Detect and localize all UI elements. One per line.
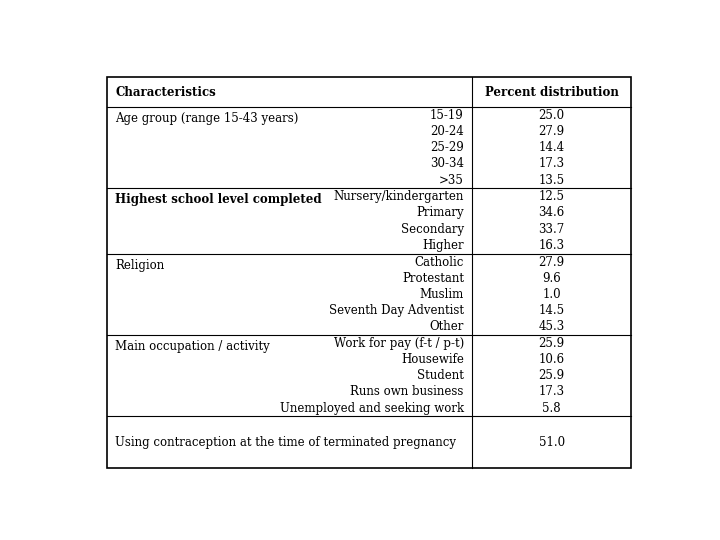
Text: 25.9: 25.9 [539,369,564,382]
Text: Secondary: Secondary [401,223,464,236]
Text: Main occupation / activity: Main occupation / activity [115,340,270,353]
Text: 5.8: 5.8 [542,402,561,415]
Text: 16.3: 16.3 [539,239,564,252]
Text: 20-24: 20-24 [430,125,464,138]
Text: 9.6: 9.6 [542,272,561,285]
Text: 10.6: 10.6 [539,353,564,366]
Text: 34.6: 34.6 [539,206,565,219]
Text: 45.3: 45.3 [539,320,565,334]
Text: Muslim: Muslim [420,288,464,301]
Text: Work for pay (f-t / p-t): Work for pay (f-t / p-t) [333,336,464,350]
Text: 14.5: 14.5 [539,304,564,317]
Text: 1.0: 1.0 [542,288,561,301]
Text: 30-34: 30-34 [430,158,464,171]
Text: Protestant: Protestant [402,272,464,285]
Text: Religion: Religion [115,259,164,272]
Text: Using contraception at the time of terminated pregnancy: Using contraception at the time of termi… [115,436,456,449]
Text: 15-19: 15-19 [430,109,464,122]
Text: 33.7: 33.7 [539,223,565,236]
Text: 27.9: 27.9 [539,125,564,138]
Text: 25.0: 25.0 [539,109,564,122]
Text: Primary: Primary [416,206,464,219]
Text: 27.9: 27.9 [539,255,564,268]
Text: Percent distribution: Percent distribution [485,86,618,99]
Text: 17.3: 17.3 [539,386,564,399]
Text: Higher: Higher [422,239,464,252]
Text: Runs own business: Runs own business [351,386,464,399]
Text: Highest school level completed: Highest school level completed [115,193,322,206]
Text: 12.5: 12.5 [539,190,564,203]
Text: 25-29: 25-29 [430,141,464,154]
Text: >35: >35 [439,174,464,187]
Text: 14.4: 14.4 [539,141,564,154]
Text: 13.5: 13.5 [539,174,564,187]
Text: Unemployed and seeking work: Unemployed and seeking work [280,402,464,415]
Text: 51.0: 51.0 [539,436,564,449]
Text: Age group (range 15-43 years): Age group (range 15-43 years) [115,112,299,125]
Text: Nursery/kindergarten: Nursery/kindergarten [333,190,464,203]
Text: Characteristics: Characteristics [115,86,216,99]
Text: 25.9: 25.9 [539,336,564,350]
Text: Housewife: Housewife [401,353,464,366]
Text: Other: Other [430,320,464,334]
Text: Seventh Day Adventist: Seventh Day Adventist [329,304,464,317]
Text: Student: Student [417,369,464,382]
Text: Catholic: Catholic [415,255,464,268]
Text: 17.3: 17.3 [539,158,564,171]
